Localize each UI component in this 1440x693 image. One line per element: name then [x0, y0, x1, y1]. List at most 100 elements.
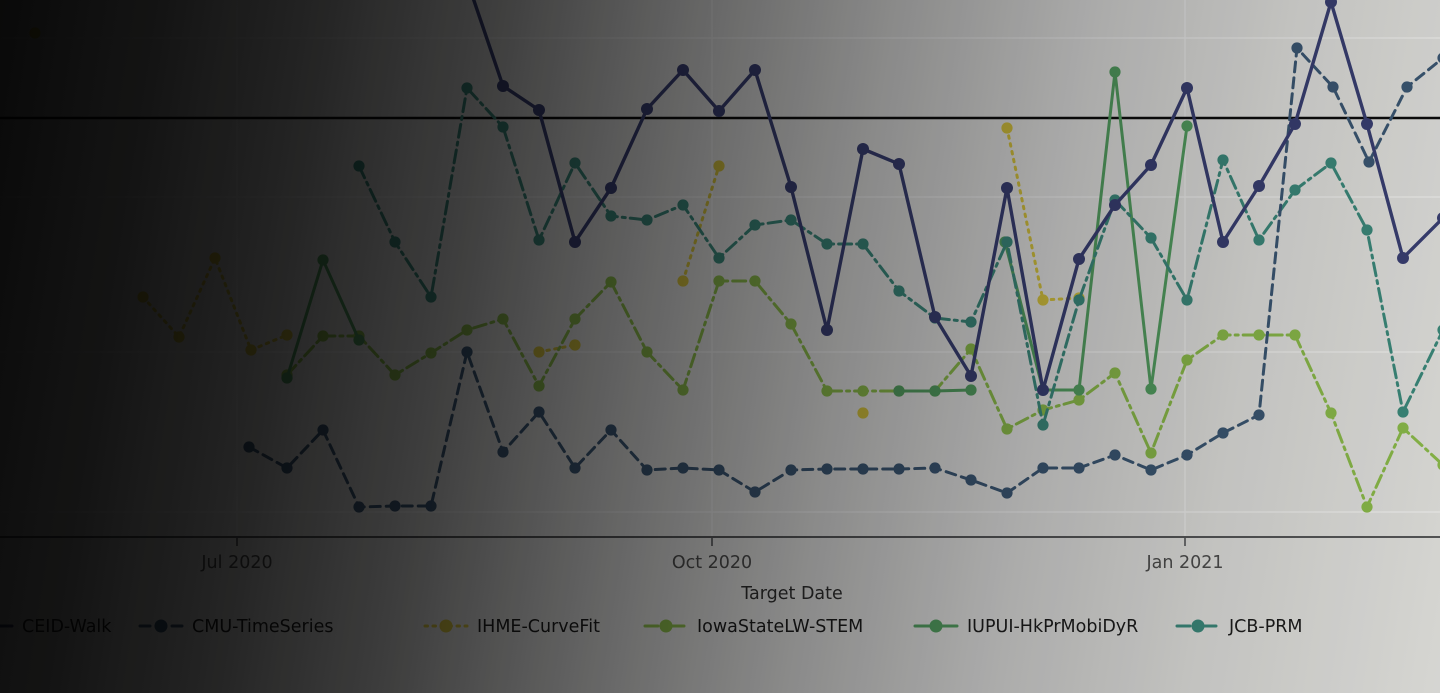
series-line [357, 86, 1440, 427]
data-point-marker [1397, 422, 1409, 434]
legend-item-JCB-PRM[interactable]: JCB-PRM [1175, 617, 1303, 637]
data-point-marker [893, 385, 905, 397]
legend-item-IowaStateLW-STEM[interactable]: IowaStateLW-STEM [643, 617, 863, 637]
data-point-marker [713, 160, 725, 172]
data-point-marker [1001, 122, 1013, 134]
data-point-marker [677, 275, 689, 287]
data-point-marker [857, 407, 869, 419]
legend-label: IowaStateLW-STEM [697, 617, 863, 637]
data-point-marker [1181, 294, 1193, 306]
data-point-marker [1073, 253, 1085, 265]
data-point-marker [1397, 252, 1409, 264]
data-point-marker [641, 464, 653, 476]
data-point-marker [857, 385, 869, 397]
legend-label: CEID-Walk [22, 617, 112, 637]
data-point-marker [1001, 182, 1013, 194]
data-point-marker [749, 64, 761, 76]
data-point-marker [785, 214, 797, 226]
data-point-marker [965, 384, 977, 396]
series-line [1005, 126, 1081, 302]
data-point-marker [785, 318, 797, 330]
data-point-marker [281, 329, 293, 341]
series-line [141, 256, 289, 352]
legend-marker-swatch [1191, 619, 1205, 633]
data-point-marker [1253, 234, 1265, 246]
data-point-marker [29, 27, 41, 39]
legend-item-IUPUI-HkPrMobiDyR[interactable]: IUPUI-HkPrMobiDyR [913, 617, 1138, 637]
data-point-marker [1109, 367, 1121, 379]
legend-item-IHME-CurveFit[interactable]: IHME-CurveFit [423, 617, 600, 637]
data-point-marker [353, 160, 365, 172]
data-point-marker [821, 463, 833, 475]
data-point-marker [1289, 118, 1301, 130]
data-point-marker [1145, 447, 1157, 459]
data-point-marker [1181, 354, 1193, 366]
data-point-marker [533, 234, 545, 246]
data-point-marker [1073, 384, 1085, 396]
data-point-marker [1401, 81, 1413, 93]
data-point-marker [785, 464, 797, 476]
data-point-marker [281, 372, 293, 384]
data-point-marker [425, 500, 437, 512]
series-IowaStateLW-STEM [281, 275, 1440, 513]
series-line [285, 258, 361, 380]
data-point-marker [1291, 42, 1303, 54]
x-axis-title: Target Date [740, 584, 843, 604]
data-point-marker [1253, 329, 1265, 341]
data-point-marker [929, 311, 941, 323]
data-point-marker [1073, 294, 1085, 306]
data-point-marker [1289, 329, 1301, 341]
x-tick-label: Jul 2020 [200, 553, 272, 573]
data-point-marker [1073, 394, 1085, 406]
data-point-marker [533, 346, 545, 358]
legend-label: JCB-PRM [1228, 617, 1303, 637]
legend-item-CEID-Walk[interactable]: CEID-Walk [0, 617, 112, 637]
data-point-marker [821, 324, 833, 336]
data-point-marker [749, 219, 761, 231]
data-point-marker [317, 330, 329, 342]
legend-marker-swatch [929, 619, 943, 633]
legend-label: IHME-CurveFit [477, 617, 600, 637]
data-point-marker [497, 446, 509, 458]
data-point-marker [1037, 384, 1049, 396]
data-point-marker [605, 182, 617, 194]
data-point-marker [245, 344, 257, 356]
data-point-marker [641, 346, 653, 358]
data-point-marker [929, 385, 941, 397]
data-point-marker [1217, 329, 1229, 341]
legend-marker-swatch [154, 619, 168, 633]
legend-label: CMU-TimeSeries [192, 617, 333, 637]
data-point-marker [965, 370, 977, 382]
data-point-marker [1181, 82, 1193, 94]
data-point-marker [1145, 159, 1157, 171]
data-point-marker [1253, 180, 1265, 192]
data-point-marker [965, 474, 977, 486]
data-point-marker [1361, 224, 1373, 236]
data-point-marker [425, 347, 437, 359]
data-point-marker [641, 103, 653, 115]
data-point-marker [1037, 294, 1049, 306]
data-point-marker [1253, 409, 1265, 421]
data-point-marker [353, 501, 365, 513]
data-point-marker [1001, 423, 1013, 435]
data-point-marker [497, 121, 509, 133]
data-point-marker [713, 252, 725, 264]
data-point-marker [353, 334, 365, 346]
data-point-marker [677, 384, 689, 396]
data-point-marker [569, 313, 581, 325]
legend: CEID-Walk CMU-TimeSeries IHME-CurveFit Iowa… [0, 617, 1303, 637]
legend-item-CMU-TimeSeries[interactable]: CMU-TimeSeries [138, 617, 333, 637]
data-point-marker [677, 64, 689, 76]
data-point-marker [821, 238, 833, 250]
data-point-marker [173, 331, 185, 343]
data-point-marker [533, 406, 545, 418]
data-point-marker [1145, 464, 1157, 476]
data-point-marker [1361, 118, 1373, 130]
data-point-marker [1289, 184, 1301, 196]
data-point-marker [389, 500, 401, 512]
data-point-marker [243, 441, 255, 453]
data-point-marker [137, 291, 149, 303]
data-point-marker [461, 346, 473, 358]
data-point-marker [857, 238, 869, 250]
